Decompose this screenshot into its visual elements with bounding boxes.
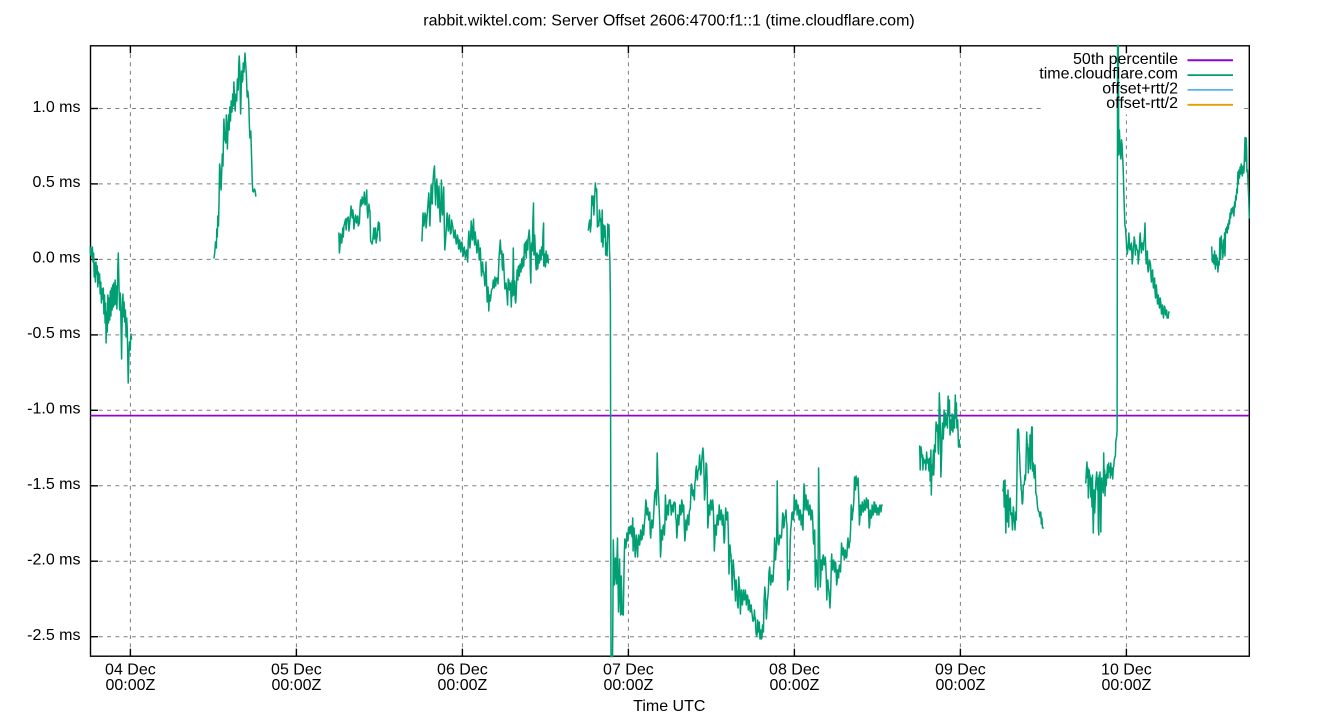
svg-text:09 Dec: 09 Dec	[935, 662, 986, 679]
svg-text:0.5 ms: 0.5 ms	[32, 174, 80, 191]
svg-text:-2.5 ms: -2.5 ms	[27, 627, 80, 644]
svg-text:05 Dec: 05 Dec	[271, 662, 322, 679]
svg-text:1.0 ms: 1.0 ms	[32, 99, 80, 116]
svg-text:offset-rtt/2: offset-rtt/2	[1106, 95, 1178, 112]
svg-text:offset+rtt/2: offset+rtt/2	[1102, 81, 1178, 98]
svg-text:07 Dec: 07 Dec	[603, 662, 654, 679]
svg-text:10 Dec: 10 Dec	[1101, 662, 1152, 679]
svg-text:08 Dec: 08 Dec	[769, 662, 820, 679]
svg-text:0.0 ms: 0.0 ms	[32, 250, 80, 267]
svg-text:-2.0 ms: -2.0 ms	[27, 552, 80, 569]
svg-text:-1.5 ms: -1.5 ms	[27, 476, 80, 493]
svg-text:00:00Z: 00:00Z	[603, 677, 653, 694]
svg-text:50th percentile: 50th percentile	[1073, 51, 1178, 68]
svg-text:00:00Z: 00:00Z	[271, 677, 321, 694]
svg-text:rabbit.wiktel.com: Server Offs: rabbit.wiktel.com: Server Offset 2606:47…	[423, 13, 914, 30]
svg-text:00:00Z: 00:00Z	[437, 677, 487, 694]
svg-text:Time UTC: Time UTC	[633, 698, 705, 715]
svg-text:00:00Z: 00:00Z	[935, 677, 985, 694]
svg-text:04 Dec: 04 Dec	[105, 662, 156, 679]
svg-text:00:00Z: 00:00Z	[1101, 677, 1151, 694]
svg-text:time.cloudflare.com: time.cloudflare.com	[1039, 66, 1178, 83]
svg-text:-1.0 ms: -1.0 ms	[27, 401, 80, 418]
svg-text:00:00Z: 00:00Z	[769, 677, 819, 694]
svg-text:06 Dec: 06 Dec	[437, 662, 488, 679]
svg-text:-0.5 ms: -0.5 ms	[27, 325, 80, 342]
svg-text:00:00Z: 00:00Z	[105, 677, 155, 694]
